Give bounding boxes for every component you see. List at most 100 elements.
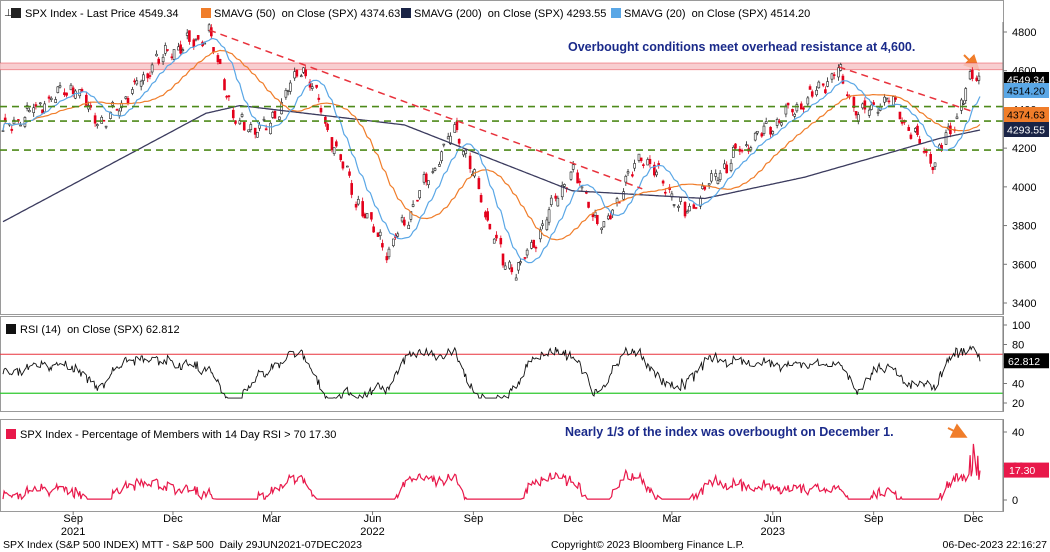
price-candle xyxy=(694,207,698,209)
price-candle xyxy=(424,173,428,183)
breadth-y-tick-label: 40 xyxy=(1012,427,1024,439)
price-candle xyxy=(135,80,139,85)
price-candle xyxy=(146,73,150,79)
price-candle xyxy=(885,97,889,100)
price-candle xyxy=(453,124,457,133)
price-candle xyxy=(163,45,167,54)
x-axis-month-label: Jun xyxy=(364,513,382,525)
price-candle xyxy=(824,89,827,94)
price-candle xyxy=(802,107,805,110)
price-candle xyxy=(365,213,369,219)
footer-center: Copyright© 2023 Bloomberg Finance L.P. xyxy=(551,539,744,551)
price-candle xyxy=(955,116,959,119)
price-candle xyxy=(563,184,566,187)
price-candle xyxy=(692,204,696,209)
price-candle xyxy=(922,151,926,153)
rsi-y-tick-label: 40 xyxy=(1012,379,1024,391)
price-candle xyxy=(909,134,913,139)
price-candle xyxy=(786,102,790,106)
price-candle xyxy=(725,164,729,174)
price-candle xyxy=(131,89,134,94)
price-candle xyxy=(821,83,825,86)
price-candle xyxy=(1,130,5,132)
price-candle xyxy=(457,138,461,144)
price-candle xyxy=(10,128,14,131)
price-candle xyxy=(962,103,965,105)
price-candle xyxy=(56,86,60,93)
price-candle xyxy=(23,117,27,127)
price-candle xyxy=(679,197,682,202)
price-candle xyxy=(185,32,189,36)
price-candle xyxy=(177,46,180,51)
price-y-tick-label: 3600 xyxy=(1012,259,1036,271)
rsi-y-tick-label: 100 xyxy=(1012,320,1030,332)
price-candle xyxy=(43,103,46,113)
price-candle xyxy=(933,162,937,167)
price-candle xyxy=(172,49,176,60)
price-candle xyxy=(196,35,200,40)
price-candle xyxy=(427,180,430,186)
x-axis-month-label: Sep xyxy=(864,513,884,525)
price-candle xyxy=(304,69,307,77)
price-candle xyxy=(852,97,856,109)
price-candle xyxy=(964,88,968,101)
price-y-tick-label: 3800 xyxy=(1012,221,1036,233)
price-candle xyxy=(549,197,553,205)
price-candle xyxy=(12,119,16,125)
price-candle xyxy=(317,97,321,100)
price-candle xyxy=(273,111,277,119)
price-candle xyxy=(701,185,704,189)
breadth-panel xyxy=(0,419,1004,512)
price-candle xyxy=(346,165,349,168)
price-candle xyxy=(41,109,44,114)
price-candle xyxy=(370,212,373,220)
x-axis-year-label: 2021 xyxy=(61,526,85,538)
price-candle xyxy=(133,80,136,83)
price-candle xyxy=(315,84,318,88)
price-candle xyxy=(385,256,389,261)
price-candle xyxy=(591,213,595,218)
price-candle xyxy=(760,133,764,137)
price-candle xyxy=(762,125,766,134)
x-axis-month-label: Dec xyxy=(964,513,984,525)
price-candle xyxy=(602,221,606,228)
price-candle xyxy=(28,110,31,113)
price-candle xyxy=(468,155,472,170)
price-value-tag-label: 4293.55 xyxy=(1007,125,1045,137)
price-candle xyxy=(534,246,538,249)
price-candle xyxy=(808,86,812,90)
price-candle xyxy=(578,180,582,183)
price-candle xyxy=(718,172,722,181)
candle-icon: ⊥ xyxy=(4,8,13,19)
price-candle xyxy=(530,242,533,249)
price-candle xyxy=(525,249,529,256)
price-candle xyxy=(38,102,42,105)
price-candle xyxy=(264,128,268,131)
price-candle xyxy=(495,234,498,239)
price-candle xyxy=(815,89,818,96)
price-candle xyxy=(71,87,75,95)
price-value-tag xyxy=(1004,83,1049,98)
price-candle xyxy=(58,85,62,88)
price-candle xyxy=(486,211,489,221)
x-axis-month-label: Dec xyxy=(563,513,583,525)
price-candle xyxy=(554,195,557,199)
price-candle xyxy=(753,132,757,141)
price-candle xyxy=(600,227,604,231)
price-candle xyxy=(477,178,481,190)
price-candle xyxy=(194,38,198,41)
price-candle xyxy=(286,90,290,92)
price-candle xyxy=(392,238,395,247)
price-candle xyxy=(416,199,419,202)
price-candle xyxy=(102,120,106,122)
price-candle xyxy=(455,121,459,130)
price-value-tag-label: 4374.63 xyxy=(1007,110,1045,122)
price-candle xyxy=(560,185,564,198)
price-candle xyxy=(887,100,891,103)
price-candle xyxy=(150,64,154,73)
price-candle xyxy=(622,191,625,200)
price-candle xyxy=(166,49,169,51)
price-candle xyxy=(642,164,645,166)
price-candle xyxy=(157,58,161,64)
